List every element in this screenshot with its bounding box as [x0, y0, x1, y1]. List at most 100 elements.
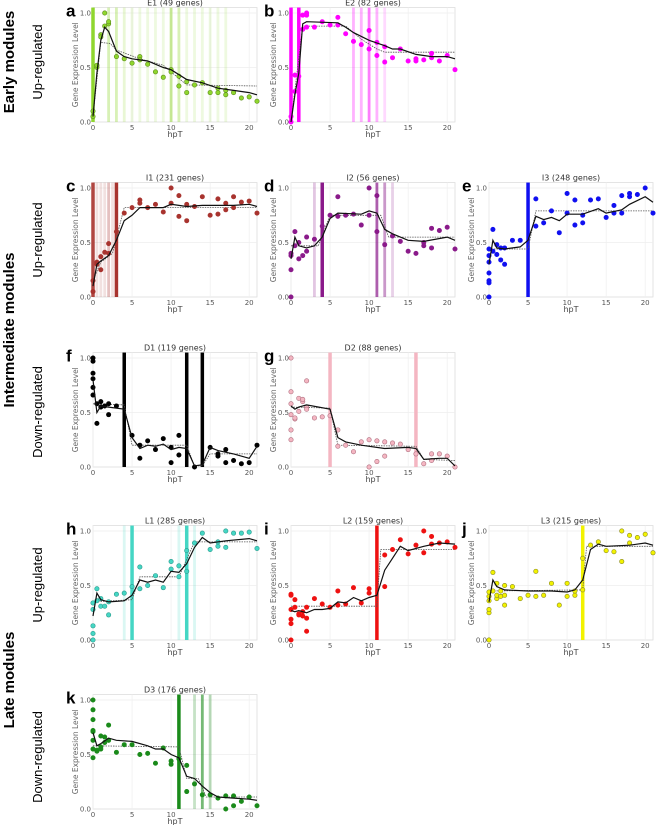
- data-point: [421, 461, 427, 467]
- data-point: [288, 412, 294, 418]
- changepoint-band: [367, 7, 371, 122]
- panel-title: L1 (285 genes): [145, 517, 205, 526]
- data-point: [106, 241, 112, 247]
- y-tick-label: 1.0: [80, 10, 91, 18]
- up-regulated-label: Up-regulated: [30, 24, 45, 99]
- y-axis-label: Gene Expression Level: [71, 540, 80, 625]
- down-regulated-label: Down-regulated: [30, 366, 45, 458]
- data-point: [192, 540, 198, 546]
- data-point: [525, 592, 531, 598]
- data-point: [502, 592, 508, 598]
- data-point: [421, 550, 427, 556]
- data-point: [137, 564, 143, 570]
- data-point: [343, 31, 349, 37]
- data-point: [358, 42, 364, 48]
- data-point: [588, 197, 594, 203]
- data-point: [311, 24, 317, 30]
- data-point: [634, 192, 640, 198]
- x-tick-label: 0: [289, 642, 293, 650]
- data-point: [160, 74, 166, 80]
- data-point: [421, 57, 427, 63]
- data-point: [152, 447, 158, 453]
- data-point: [160, 209, 166, 215]
- data-point: [335, 602, 341, 608]
- step-fit-line: [92, 207, 257, 281]
- y-tick-label: 0.0: [278, 119, 289, 127]
- panel-d: 0 5 10 15 20 0.0 0.5 1.0 hpT Gene Expression Leve…: [264, 174, 458, 314]
- data-point: [374, 53, 380, 59]
- data-point: [288, 592, 294, 598]
- changepoint-band: [200, 352, 205, 467]
- data-point: [397, 238, 403, 244]
- data-point: [98, 746, 104, 752]
- changepoint-band: [161, 7, 165, 122]
- changepoint-band: [184, 525, 189, 640]
- data-point: [366, 185, 372, 191]
- y-tick-label: 0.0: [80, 637, 91, 645]
- plot-frame: [92, 694, 258, 810]
- changepoint-band: [580, 525, 585, 640]
- y-tick-label: 1.0: [80, 185, 91, 193]
- data-point: [121, 742, 127, 748]
- data-point: [619, 528, 625, 534]
- data-point: [382, 59, 388, 65]
- panel-letter: a: [66, 2, 76, 21]
- y-tick-label: 0.0: [476, 637, 487, 645]
- changepoint-band: [208, 7, 212, 122]
- y-tick-label: 1.0: [80, 355, 91, 363]
- y-axis-label: Gene Expression Level: [71, 367, 80, 452]
- x-tick-label: 0: [91, 811, 95, 819]
- data-point: [215, 451, 221, 457]
- data-point: [304, 248, 310, 254]
- data-point: [390, 55, 396, 61]
- data-point: [382, 584, 388, 590]
- data-point: [533, 196, 539, 202]
- panel-title: E2 (82 genes): [345, 0, 401, 8]
- data-point: [231, 205, 237, 211]
- changepoint-band: [107, 182, 111, 297]
- changepoint-band: [216, 7, 220, 122]
- data-point: [304, 10, 310, 16]
- panel-title: I2 (56 genes): [346, 174, 399, 183]
- data-point: [335, 443, 341, 449]
- data-point: [382, 439, 388, 445]
- data-point: [184, 568, 190, 574]
- data-point: [288, 427, 294, 433]
- y-tick-label: 0.5: [80, 409, 91, 417]
- data-point: [184, 789, 190, 795]
- panel-f: 0 5 10 15 20 0.0 0.5 1.0 hpT Gene Expression Leve…: [66, 344, 260, 484]
- data-point: [327, 22, 333, 28]
- data-point: [238, 95, 244, 101]
- x-tick-label: 20: [443, 469, 452, 477]
- panel-e: 0 5 10 15 20 0.0 0.5 1.0 hpT Gene Expression Leve…: [462, 174, 656, 314]
- data-point: [288, 267, 294, 273]
- data-point: [444, 453, 450, 459]
- changepoint-band: [169, 7, 173, 122]
- changepoint-band: [200, 7, 204, 122]
- panel-letter: c: [66, 177, 75, 196]
- data-point: [405, 551, 411, 557]
- data-point: [580, 220, 586, 226]
- changepoint-band: [185, 7, 189, 122]
- data-point: [390, 547, 396, 553]
- data-point: [231, 803, 237, 809]
- data-point: [343, 442, 349, 448]
- data-point: [627, 194, 633, 200]
- smooth-trend-line: [92, 732, 258, 801]
- data-point: [490, 226, 496, 232]
- data-point: [350, 585, 356, 591]
- panel-letter: g: [264, 347, 274, 366]
- x-tick-label: 0: [91, 642, 95, 650]
- data-point: [486, 270, 492, 276]
- panel-title: D2 (88 genes): [345, 344, 402, 353]
- x-tick-label: 0: [487, 642, 491, 650]
- data-point: [207, 90, 213, 96]
- data-point: [223, 806, 229, 812]
- data-point: [90, 358, 96, 364]
- x-tick-label: 15: [602, 299, 611, 307]
- x-tick-label: 5: [526, 642, 530, 650]
- data-point: [452, 246, 458, 252]
- data-point: [152, 573, 158, 579]
- y-axis-label: Gene Expression Level: [71, 197, 80, 282]
- y-tick-label: 1.0: [80, 528, 91, 536]
